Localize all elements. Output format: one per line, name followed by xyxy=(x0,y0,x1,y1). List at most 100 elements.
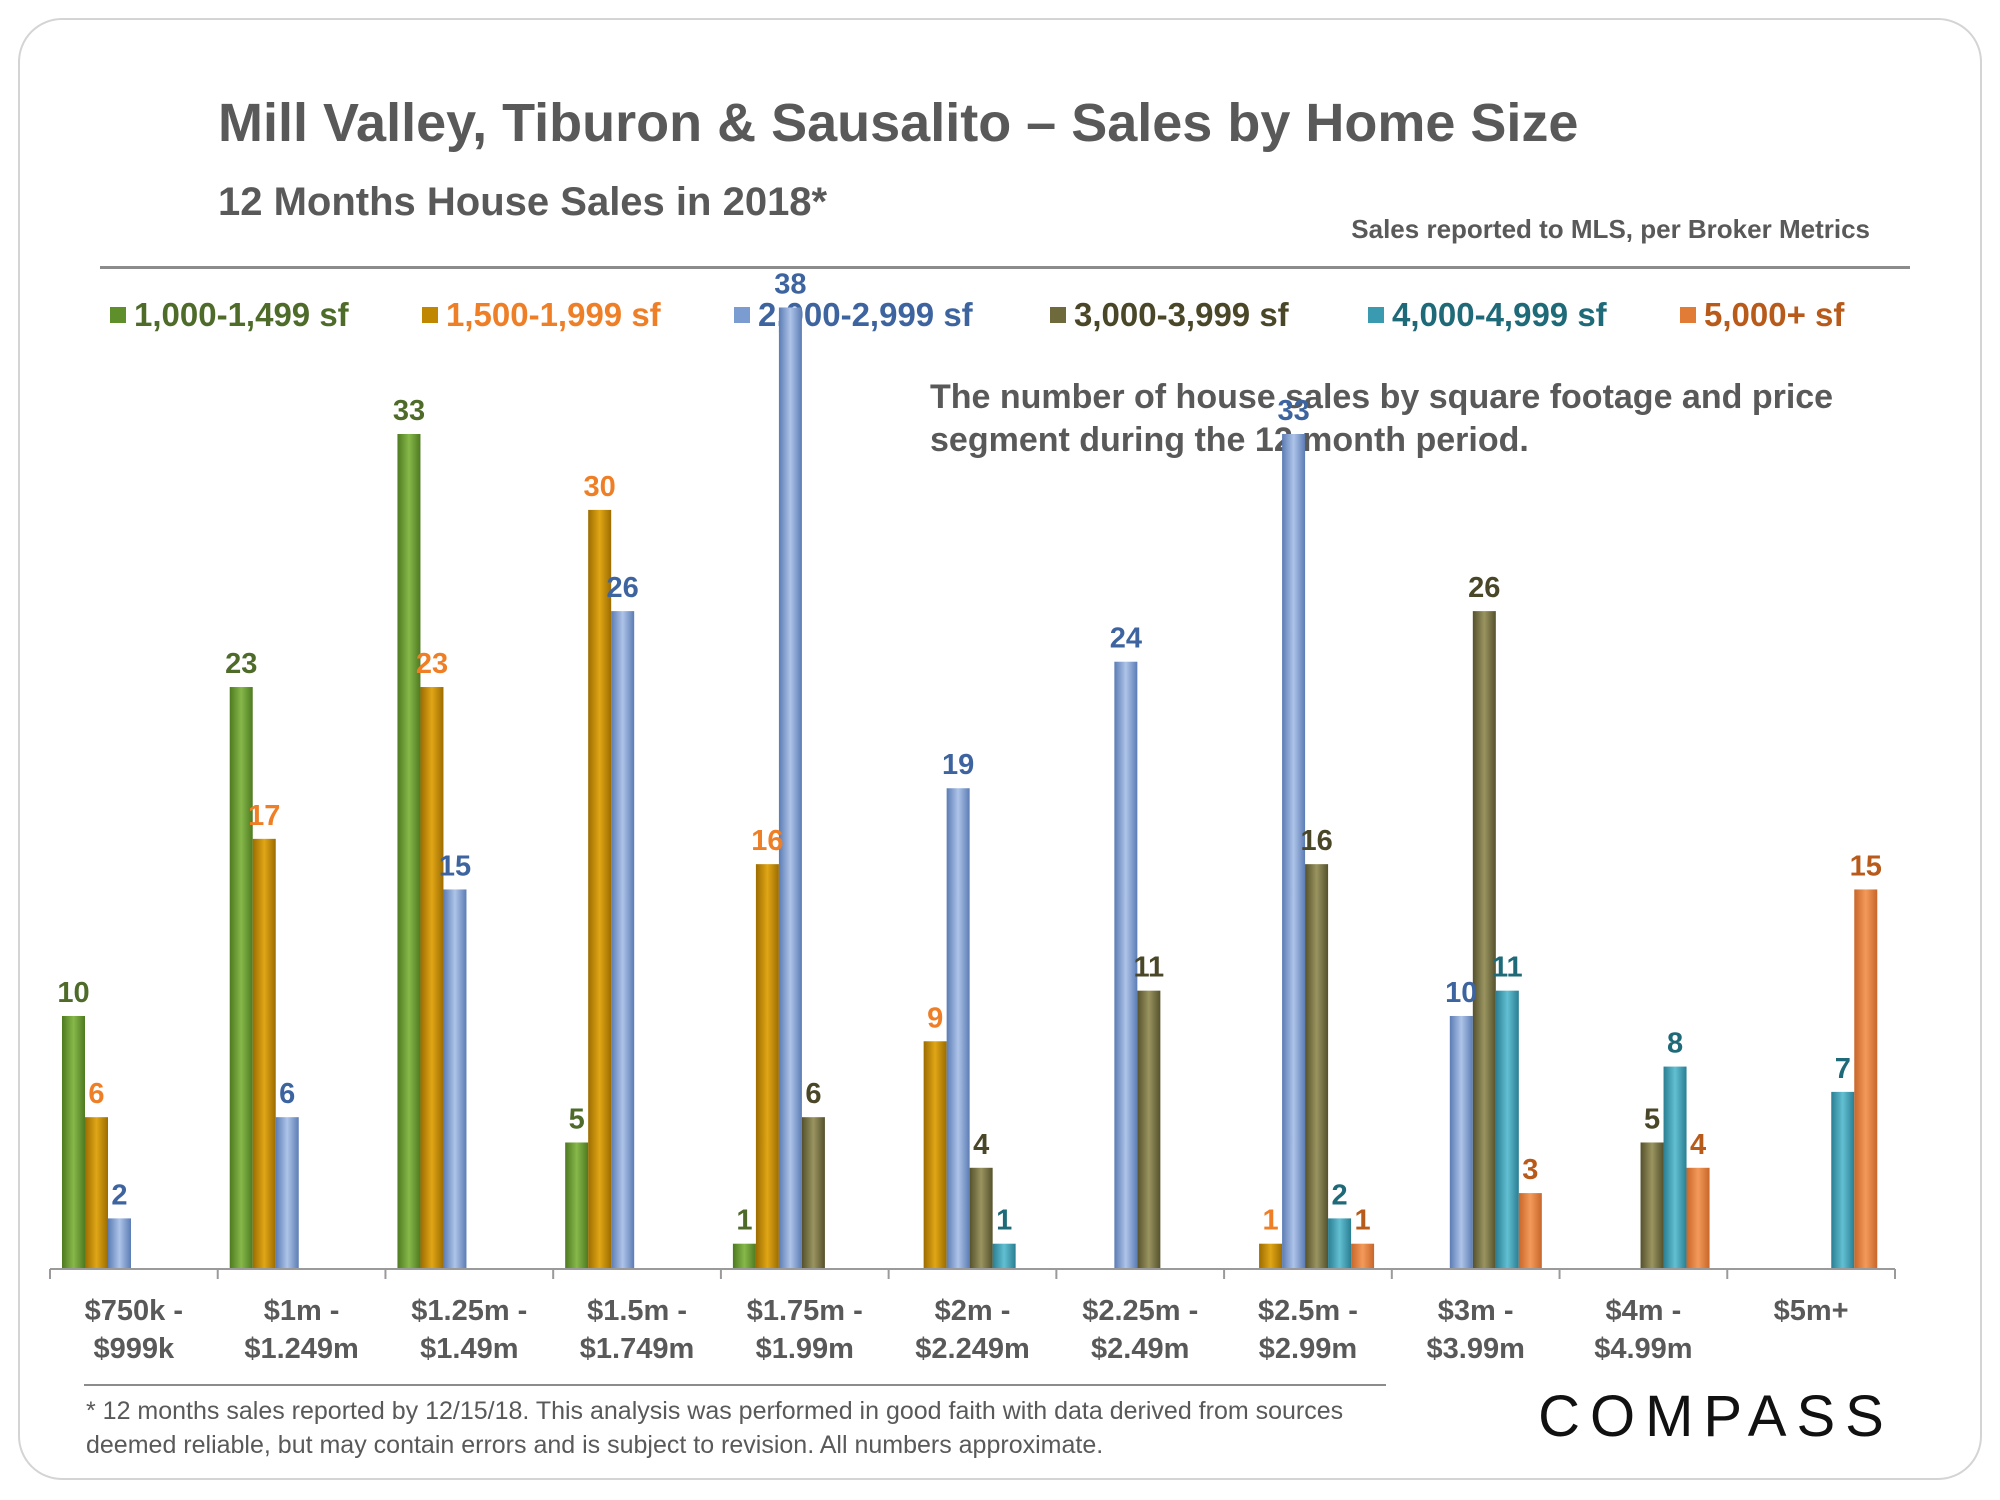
data-label-3-1: 30 xyxy=(584,471,616,503)
bar-0-0 xyxy=(62,1015,85,1269)
data-label-0-0: 10 xyxy=(57,977,89,1009)
bar-10-4 xyxy=(1831,1091,1855,1269)
legend-item-5000-plus: 5,000+ sf xyxy=(1680,296,1844,334)
bar-0-2 xyxy=(108,1218,131,1269)
legend-label: 1,000-1,499 sf xyxy=(134,296,349,333)
legend-item-1000-1499: 1,000-1,499 sf xyxy=(110,296,349,334)
x-tick-label-7-0: $2.5m - xyxy=(1258,1295,1358,1327)
bar-7-3 xyxy=(1305,864,1329,1269)
legend-label: 5,000+ sf xyxy=(1704,296,1845,333)
compass-logo: COMPASS xyxy=(1538,1384,1894,1449)
x-axis: $750k - $999k $1m - $1.249m $1.25m - $1.49m $1… xyxy=(49,1268,1896,1365)
chart-subtitle: 12 Months House Sales in 2018* xyxy=(218,180,828,224)
x-tick-label-1-0: $1m - xyxy=(264,1295,340,1327)
bar-8-2 xyxy=(1449,1015,1473,1269)
bar-8-5 xyxy=(1518,1193,1542,1269)
data-label-9-4: 8 xyxy=(1667,1028,1683,1060)
data-label-3-2: 26 xyxy=(607,572,639,604)
data-label-1-1: 17 xyxy=(248,800,280,832)
bar-6-2 xyxy=(1114,661,1138,1269)
data-label-7-1: 1 xyxy=(1263,1205,1279,1237)
legend-item-4000-4999: 4,000-4,999 sf xyxy=(1368,296,1607,334)
data-label-8-2: 10 xyxy=(1445,977,1477,1009)
data-label-2-1: 23 xyxy=(416,648,448,680)
data-label-4-2: 38 xyxy=(774,268,806,300)
x-tick-label-2-0: $1.25m - xyxy=(411,1295,527,1327)
bar-6-3 xyxy=(1137,990,1161,1269)
data-label-6-3: 11 xyxy=(1134,952,1165,984)
x-tick-label-8-1: $3.99m xyxy=(1427,1333,1525,1365)
data-label-4-1: 16 xyxy=(751,825,783,857)
bar-7-2 xyxy=(1282,434,1306,1269)
bar-1-2 xyxy=(275,1117,299,1269)
x-tick-label-5-1: $2.249m xyxy=(915,1333,1030,1365)
bar-2-0 xyxy=(397,434,421,1269)
bar-4-3 xyxy=(801,1117,825,1269)
data-label-3-0: 5 xyxy=(569,1103,585,1135)
bar-7-5 xyxy=(1351,1243,1375,1269)
legend-swatch xyxy=(1368,307,1384,323)
x-tick-label-1-1: $1.249m xyxy=(244,1333,359,1365)
data-label-7-2: 33 xyxy=(1277,395,1309,427)
data-label-5-4: 1 xyxy=(996,1205,1012,1237)
bar-9-3 xyxy=(1640,1142,1664,1269)
bar-5-4 xyxy=(992,1243,1016,1269)
legend-item-1500-1999: 1,500-1,999 sf xyxy=(422,296,661,334)
data-label-8-3: 26 xyxy=(1468,572,1500,604)
x-tick-label-2-1: $1.49m xyxy=(420,1333,518,1365)
x-tick-label-4-0: $1.75m - xyxy=(747,1295,863,1327)
data-label-1-0: 23 xyxy=(225,648,257,680)
bar-2-2 xyxy=(443,889,467,1269)
data-label-5-3: 4 xyxy=(973,1129,989,1161)
data-label-9-5: 4 xyxy=(1690,1129,1706,1161)
data-label-1-2: 6 xyxy=(279,1078,295,1110)
x-tick-label-9-0: $4m - xyxy=(1606,1295,1682,1327)
x-tick-label-8-0: $3m - xyxy=(1438,1295,1514,1327)
bar-1-0 xyxy=(229,687,253,1269)
bar-2-1 xyxy=(420,687,444,1269)
bar-9-4 xyxy=(1663,1066,1687,1269)
chart-annotation: The number of house sales by square foot… xyxy=(930,378,1834,459)
bar-4-0 xyxy=(732,1243,756,1269)
data-labels-layer: 1062231763323155302611638691941241113316… xyxy=(57,268,1882,1236)
x-tick-label-5-0: $2m - xyxy=(935,1295,1011,1327)
data-label-6-2: 24 xyxy=(1110,623,1142,655)
data-label-4-0: 1 xyxy=(736,1205,752,1237)
data-label-9-3: 5 xyxy=(1644,1103,1660,1135)
bar-4-2 xyxy=(778,307,802,1269)
logo-text: COMPASS xyxy=(1538,1384,1894,1449)
legend-item-3000-3999: 3,000-3,999 sf xyxy=(1050,296,1289,334)
bar-3-2 xyxy=(611,611,635,1269)
legend-label: 1,500-1,999 sf xyxy=(446,296,661,333)
bar-8-3 xyxy=(1472,611,1496,1269)
data-label-2-2: 15 xyxy=(439,850,471,882)
x-tick-label-6-0: $2.25m - xyxy=(1082,1295,1198,1327)
bar-5-2 xyxy=(946,788,970,1269)
x-tick-label-10-0: $5m+ xyxy=(1774,1295,1849,1327)
legend-swatch xyxy=(422,307,438,323)
data-label-10-5: 15 xyxy=(1850,850,1882,882)
bar-0-1 xyxy=(85,1117,108,1269)
data-label-7-5: 1 xyxy=(1355,1205,1371,1237)
data-label-8-4: 11 xyxy=(1492,952,1523,984)
bar-7-4 xyxy=(1328,1218,1352,1269)
data-label-0-1: 6 xyxy=(88,1078,104,1110)
bar-3-1 xyxy=(588,509,612,1270)
data-label-0-2: 2 xyxy=(111,1179,127,1211)
data-label-10-4: 7 xyxy=(1835,1053,1851,1085)
bar-1-1 xyxy=(252,838,276,1269)
bar-8-4 xyxy=(1495,990,1519,1269)
footnote-divider xyxy=(84,1384,1386,1386)
x-tick-label-0-0: $750k - xyxy=(85,1295,183,1327)
data-label-2-0: 33 xyxy=(393,395,425,427)
bar-5-1 xyxy=(923,1041,947,1269)
bar-9-5 xyxy=(1686,1167,1710,1269)
data-label-5-2: 19 xyxy=(942,749,974,781)
legend-swatch xyxy=(734,307,750,323)
x-tick-label-3-1: $1.749m xyxy=(580,1333,695,1365)
data-label-4-3: 6 xyxy=(805,1078,821,1110)
data-label-8-5: 3 xyxy=(1522,1154,1538,1186)
legend-swatch xyxy=(1680,307,1696,323)
data-label-7-4: 2 xyxy=(1332,1179,1348,1211)
legend-label: 3,000-3,999 sf xyxy=(1074,296,1289,333)
